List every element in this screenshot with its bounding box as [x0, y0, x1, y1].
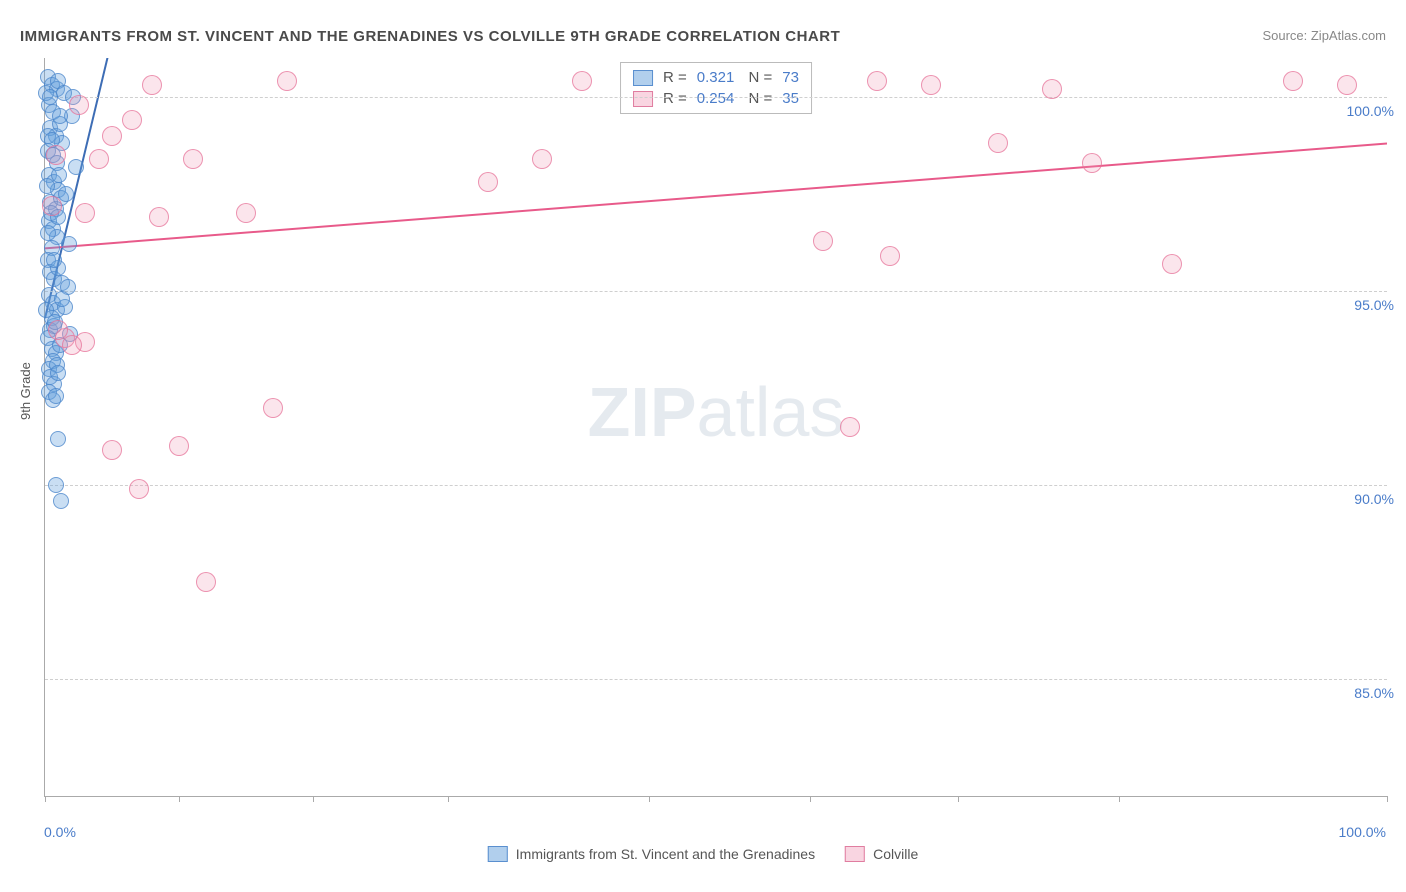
- data-point: [48, 320, 68, 340]
- data-point: [68, 159, 84, 175]
- watermark: ZIPatlas: [588, 372, 845, 452]
- data-point: [1082, 153, 1102, 173]
- data-point: [142, 75, 162, 95]
- data-point: [532, 149, 552, 169]
- correlation-chart: { "title": "IMMIGRANTS FROM ST. VINCENT …: [0, 0, 1406, 892]
- legend-r-blue: 0.321: [697, 69, 735, 86]
- legend-n-label: N =: [744, 90, 772, 107]
- chart-title: IMMIGRANTS FROM ST. VINCENT AND THE GREN…: [20, 28, 840, 45]
- legend-n-blue: 73: [782, 69, 799, 86]
- legend-item-pink: Colville: [845, 846, 918, 862]
- data-point: [813, 231, 833, 251]
- data-point: [62, 335, 82, 355]
- data-point: [52, 108, 68, 124]
- data-point: [988, 133, 1008, 153]
- data-point: [1162, 254, 1182, 274]
- x-tick: [313, 796, 314, 802]
- x-axis-max-label: 100.0%: [1339, 824, 1386, 840]
- data-point: [1042, 79, 1062, 99]
- x-tick: [810, 796, 811, 802]
- data-point: [478, 172, 498, 192]
- gridline: [45, 97, 1387, 98]
- data-point: [61, 236, 77, 252]
- data-point: [53, 493, 69, 509]
- legend-n-label: N =: [744, 69, 772, 86]
- data-point: [50, 431, 66, 447]
- legend-row-blue: R = 0.321 N = 73: [633, 67, 799, 88]
- data-point: [263, 398, 283, 418]
- gridline: [45, 485, 1387, 486]
- legend-label-pink: Colville: [873, 846, 918, 862]
- y-tick-label: 85.0%: [1354, 685, 1394, 701]
- source-attribution: Source: ZipAtlas.com: [1262, 28, 1386, 43]
- data-point: [102, 440, 122, 460]
- y-axis-label: 9th Grade: [18, 362, 33, 420]
- data-point: [236, 203, 256, 223]
- data-point: [840, 417, 860, 437]
- data-point: [867, 71, 887, 91]
- data-point: [277, 71, 297, 91]
- data-point: [149, 207, 169, 227]
- data-point: [42, 196, 62, 216]
- x-tick: [179, 796, 180, 802]
- trendline: [45, 143, 1387, 248]
- x-tick: [649, 796, 650, 802]
- data-point: [1283, 71, 1303, 91]
- legend-r-label: R =: [663, 90, 687, 107]
- x-tick: [958, 796, 959, 802]
- x-tick: [448, 796, 449, 802]
- legend-row-pink: R = 0.254 N = 35: [633, 88, 799, 109]
- data-point: [122, 110, 142, 130]
- legend-n-pink: 35: [782, 90, 799, 107]
- x-tick: [1387, 796, 1388, 802]
- legend-r-pink: 0.254: [697, 90, 735, 107]
- gridline: [45, 291, 1387, 292]
- plot-area: ZIPatlas R = 0.321 N = 73 R = 0.254 N = …: [44, 58, 1387, 797]
- data-point: [880, 246, 900, 266]
- data-point: [183, 149, 203, 169]
- data-point: [42, 89, 58, 105]
- y-tick-label: 90.0%: [1354, 491, 1394, 507]
- data-point: [169, 436, 189, 456]
- legend-label-blue: Immigrants from St. Vincent and the Gren…: [516, 846, 815, 862]
- data-point: [89, 149, 109, 169]
- data-point: [50, 365, 66, 381]
- data-point: [48, 477, 64, 493]
- data-point: [46, 252, 62, 268]
- legend-r-label: R =: [663, 69, 687, 86]
- data-point: [39, 178, 55, 194]
- x-axis-min-label: 0.0%: [44, 824, 76, 840]
- swatch-blue: [633, 70, 653, 86]
- data-point: [1337, 75, 1357, 95]
- data-point: [48, 388, 64, 404]
- data-point: [129, 479, 149, 499]
- gridline: [45, 679, 1387, 680]
- data-point: [54, 291, 70, 307]
- x-tick: [45, 796, 46, 802]
- data-point: [51, 167, 67, 183]
- data-point: [40, 225, 56, 241]
- legend-bottom: Immigrants from St. Vincent and the Gren…: [488, 846, 918, 862]
- legend-item-blue: Immigrants from St. Vincent and the Gren…: [488, 846, 815, 862]
- y-tick-label: 100.0%: [1347, 103, 1394, 119]
- watermark-zip: ZIP: [588, 373, 697, 451]
- data-point: [75, 203, 95, 223]
- data-point: [196, 572, 216, 592]
- swatch-blue-icon: [488, 846, 508, 862]
- correlation-legend: R = 0.321 N = 73 R = 0.254 N = 35: [620, 62, 812, 114]
- watermark-atlas: atlas: [697, 373, 845, 451]
- trendlines-layer: [45, 58, 1387, 796]
- data-point: [102, 126, 122, 146]
- data-point: [58, 186, 74, 202]
- x-tick: [1119, 796, 1120, 802]
- data-point: [69, 95, 89, 115]
- data-point: [921, 75, 941, 95]
- swatch-pink: [633, 91, 653, 107]
- data-point: [46, 145, 66, 165]
- swatch-pink-icon: [845, 846, 865, 862]
- data-point: [572, 71, 592, 91]
- y-tick-label: 95.0%: [1354, 297, 1394, 313]
